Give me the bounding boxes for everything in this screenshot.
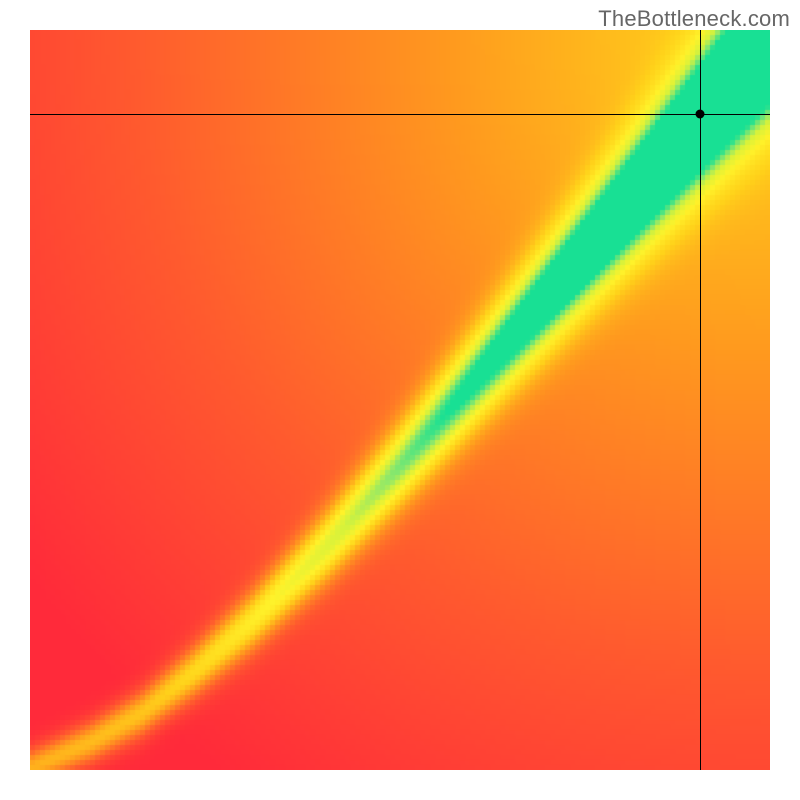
crosshair-marker	[695, 109, 704, 118]
watermark-text: TheBottleneck.com	[598, 6, 790, 32]
heatmap-canvas	[30, 30, 770, 770]
heatmap-plot	[30, 30, 770, 770]
crosshair-vertical	[700, 30, 701, 770]
crosshair-horizontal	[30, 114, 770, 115]
